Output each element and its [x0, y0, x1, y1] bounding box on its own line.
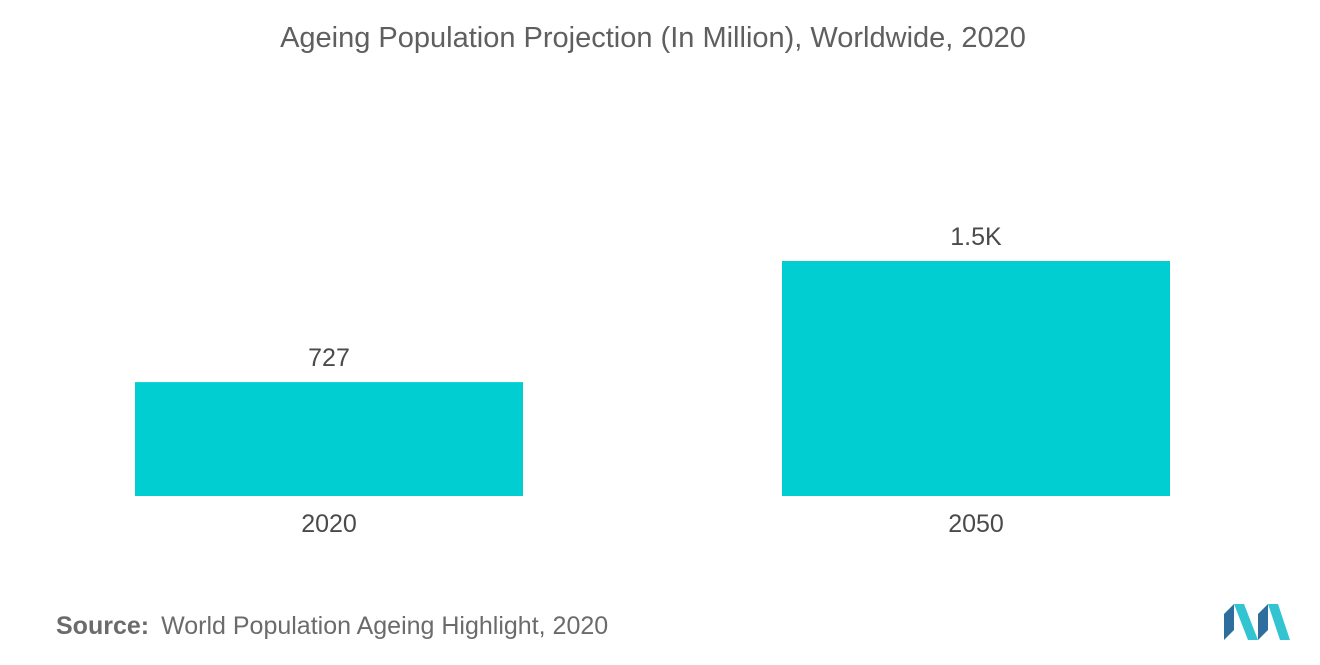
bar-2020: [135, 382, 523, 496]
mordor-intelligence-logo-icon: [1224, 604, 1290, 640]
x-tick-label-2050: 2050: [948, 510, 1004, 538]
bar-chart: 727 2020 1.5K 2050: [135, 223, 1170, 538]
source-label: Source:: [56, 612, 150, 640]
chart-title: Ageing Population Projection (In Million…: [280, 22, 1026, 54]
bar-value-label-2050: 1.5K: [950, 223, 1002, 251]
logo-shape-3: [1258, 604, 1268, 640]
x-tick-label-2020: 2020: [301, 510, 357, 538]
bar-value-label-2020: 727: [308, 344, 350, 372]
source-text: World Population Ageing Highlight, 2020: [161, 612, 609, 640]
labels-layer: 727 2020 1.5K 2050: [301, 223, 1004, 538]
logo-shape-2: [1234, 604, 1258, 640]
source-note: Source: World Population Ageing Highlight…: [56, 612, 608, 641]
logo-shape-1: [1224, 604, 1234, 640]
logo-shape-4: [1268, 604, 1290, 640]
bars-layer: [135, 261, 1170, 496]
bar-2050: [782, 261, 1170, 496]
